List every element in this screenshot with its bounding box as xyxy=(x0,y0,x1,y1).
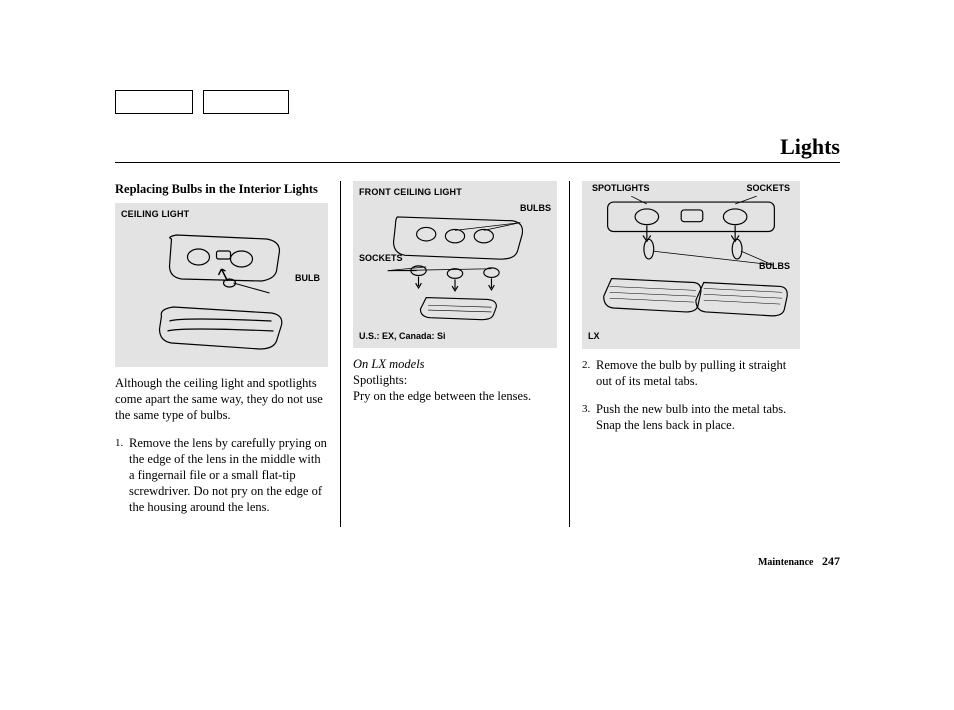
page-footer: Maintenance 247 xyxy=(758,554,840,569)
step-text: Push the new bulb into the metal tabs. S… xyxy=(596,401,800,433)
spotlights-illustration xyxy=(588,187,794,327)
figure-label-bulb: BULB xyxy=(295,273,320,285)
figure-spotlights: SPOTLIGHTS SOCKETS BULBS LX xyxy=(582,181,800,349)
figure-front-ceiling-light: FRONT CEILING LIGHT xyxy=(353,181,557,348)
step-2: 2. Remove the bulb by pulling it straigh… xyxy=(582,357,800,389)
footer-page-number: 247 xyxy=(822,554,840,568)
step-3: 3. Push the new bulb into the metal tabs… xyxy=(582,401,800,433)
figure-caption: LX xyxy=(588,331,794,343)
step-number: 3. xyxy=(582,401,596,433)
header-placeholder-boxes xyxy=(115,90,840,114)
three-column-layout: Replacing Bulbs in the Interior Lights C… xyxy=(115,181,840,527)
page-title: Lights xyxy=(780,134,840,159)
figure-label-sockets: SOCKETS xyxy=(746,183,790,195)
figure-ceiling-light: CEILING LIGHT xyxy=(115,203,328,367)
spotlights-line: Spotlights: xyxy=(353,373,407,387)
step-number: 1. xyxy=(115,435,129,515)
footer-section-name: Maintenance xyxy=(758,557,814,568)
figure-caption: U.S.: EX, Canada: Si xyxy=(359,331,551,343)
figure-title: FRONT CEILING LIGHT xyxy=(359,187,551,199)
figure-title: CEILING LIGHT xyxy=(121,209,322,221)
model-note: On LX models Spotlights: Pry on the edge… xyxy=(353,356,557,404)
placeholder-box-1 xyxy=(115,90,193,114)
figure-label-bulbs: BULBS xyxy=(759,261,790,273)
intro-paragraph: Although the ceiling light and spotlight… xyxy=(115,375,328,423)
step-text: Remove the bulb by pulling it straight o… xyxy=(596,357,800,389)
page-content: Lights Replacing Bulbs in the Interior L… xyxy=(115,90,840,527)
section-subheading: Replacing Bulbs in the Interior Lights xyxy=(115,181,328,197)
figure-label-sockets: SOCKETS xyxy=(359,253,403,265)
column-2: FRONT CEILING LIGHT xyxy=(340,181,570,527)
title-rule: Lights xyxy=(115,134,840,163)
step-1: 1. Remove the lens by carefully prying o… xyxy=(115,435,328,515)
figure-label-bulbs: BULBS xyxy=(520,203,551,215)
placeholder-box-2 xyxy=(203,90,289,114)
step-list: 1. Remove the lens by carefully prying o… xyxy=(115,435,328,515)
ceiling-light-illustration xyxy=(121,221,322,361)
step-text: Remove the lens by carefully prying on t… xyxy=(129,435,328,515)
column-1: Replacing Bulbs in the Interior Lights C… xyxy=(115,181,340,527)
pry-instruction: Pry on the edge between the lenses. xyxy=(353,389,531,403)
column-3: SPOTLIGHTS SOCKETS BULBS LX 2. Remove th… xyxy=(570,181,800,527)
step-list: 2. Remove the bulb by pulling it straigh… xyxy=(582,357,800,433)
step-number: 2. xyxy=(582,357,596,389)
italic-model-line: On LX models xyxy=(353,357,425,371)
figure-label-spotlights: SPOTLIGHTS xyxy=(592,183,650,195)
